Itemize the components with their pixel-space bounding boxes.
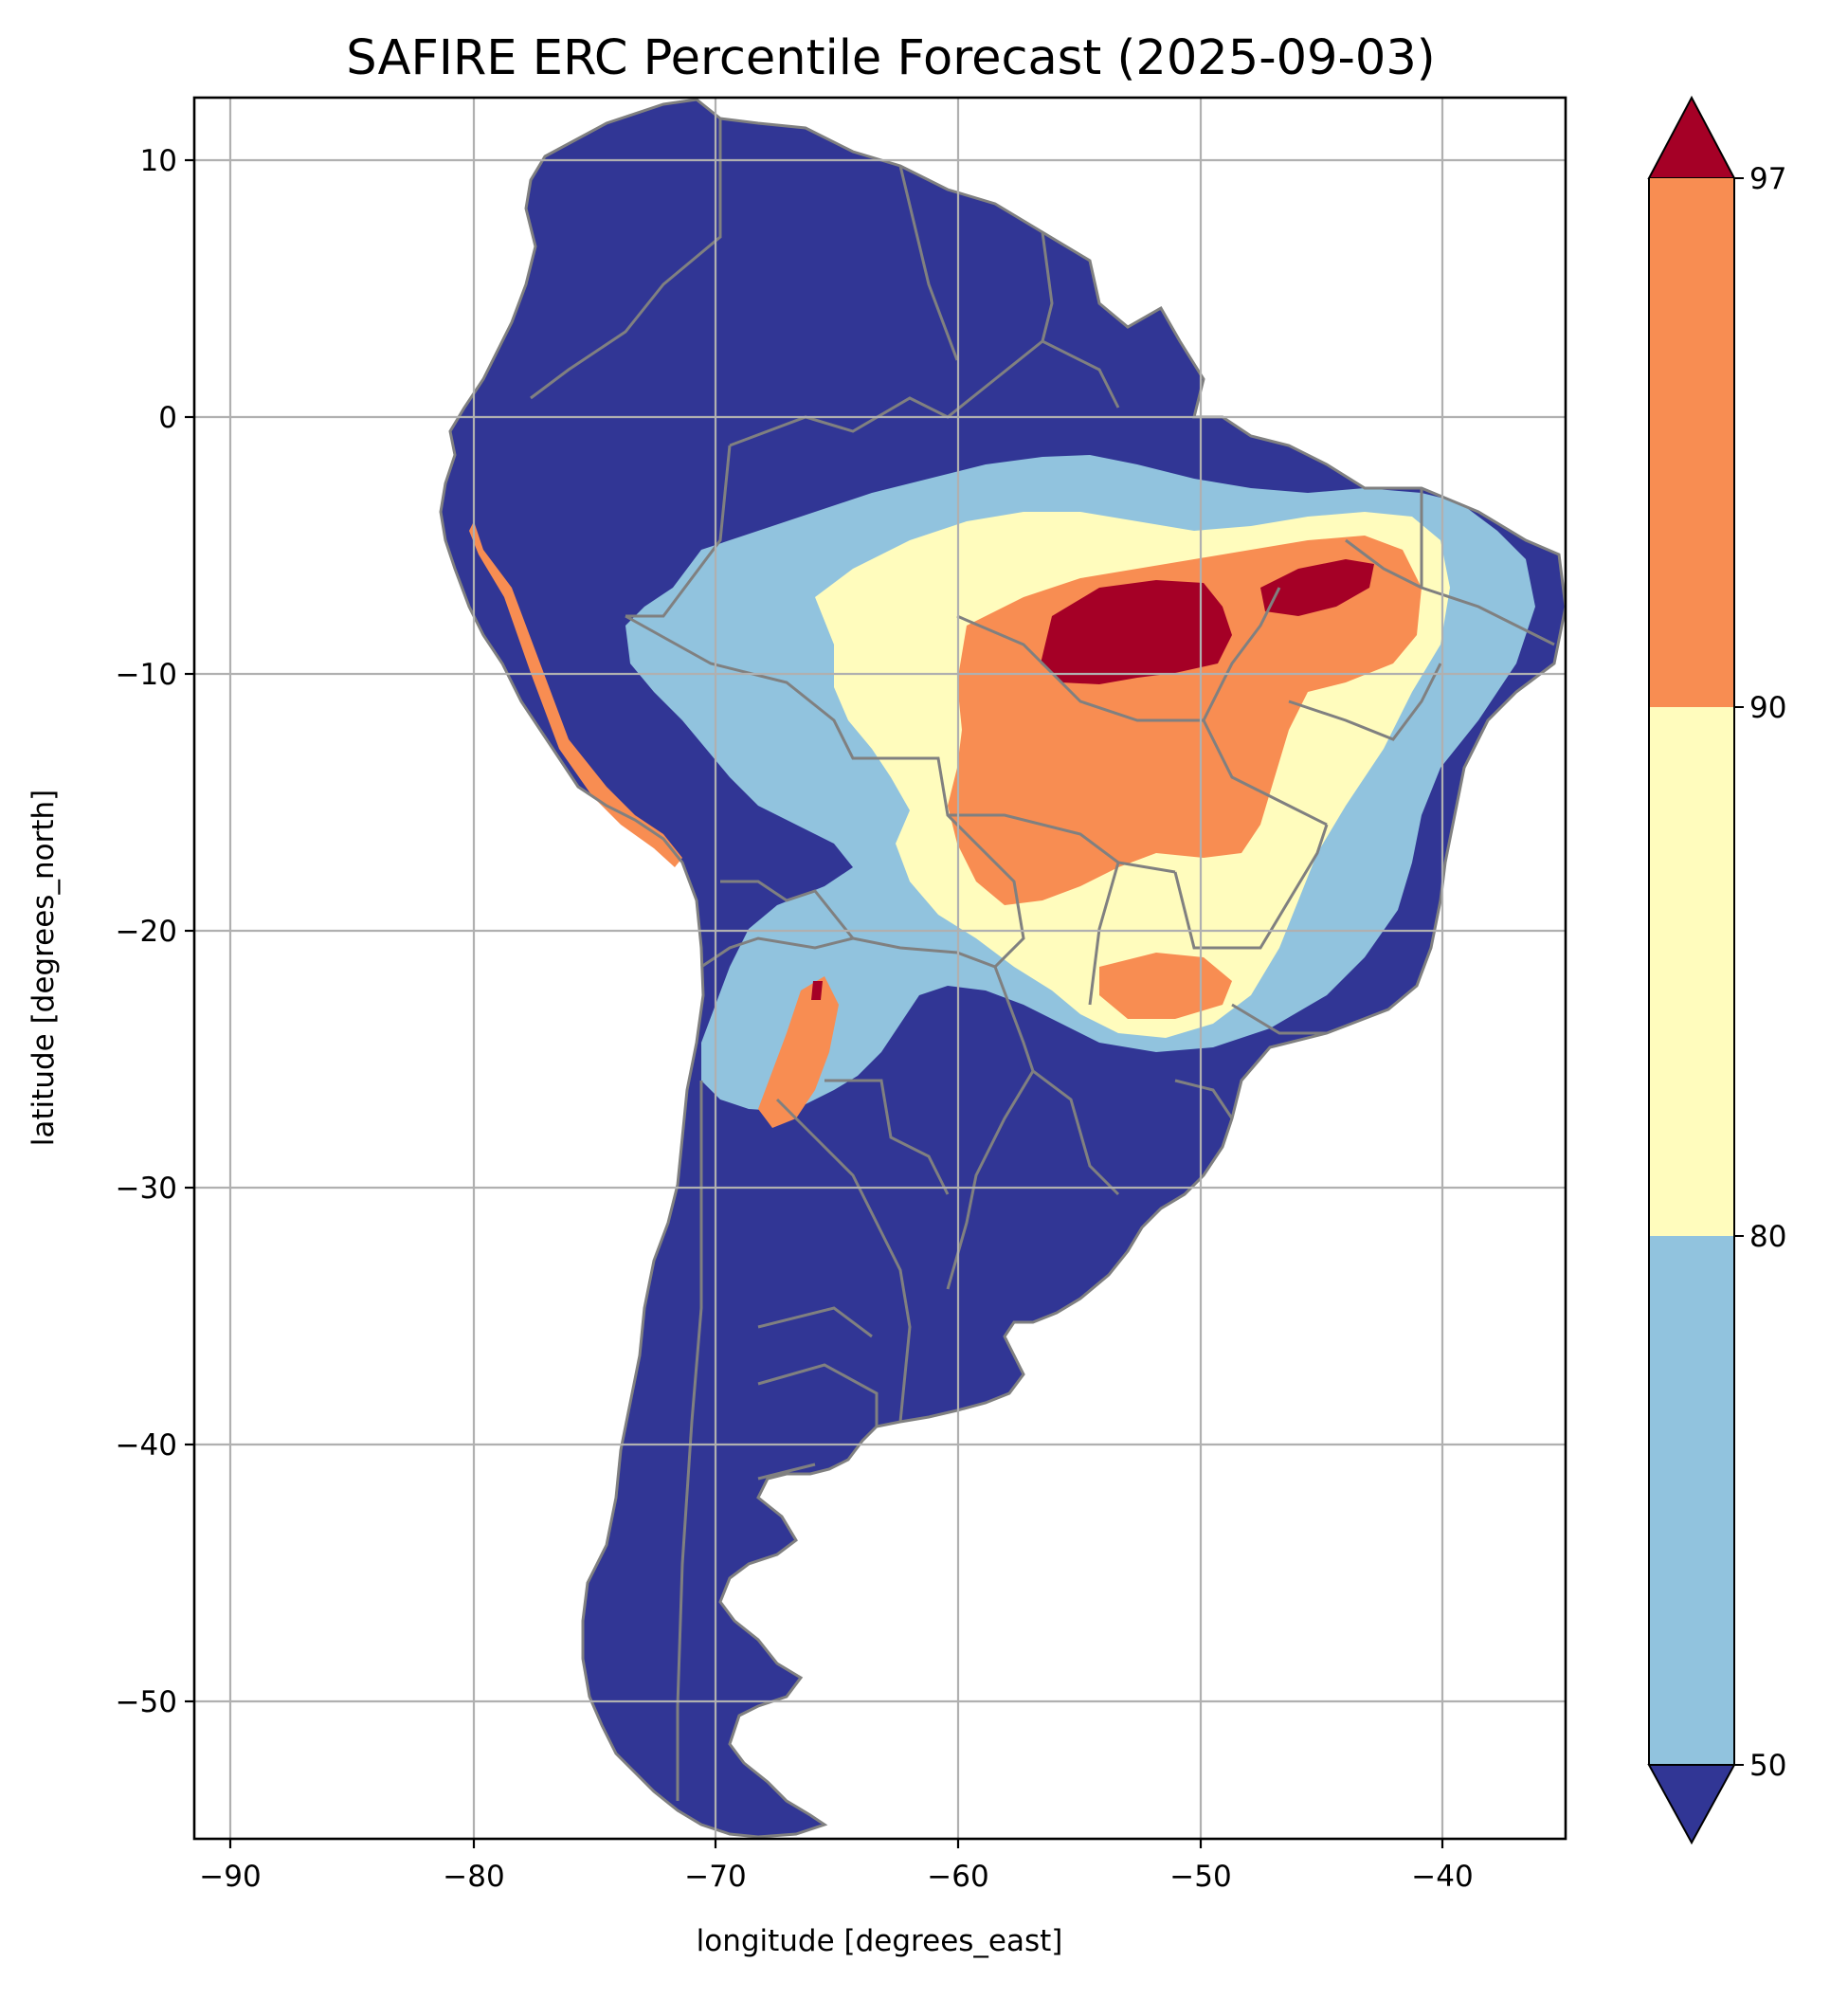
map-title: SAFIRE ERC Percentile Forecast (2025-09-… [346,30,1435,86]
region-90-97-coast [469,521,682,867]
x-tick-label: −40 [1411,1860,1473,1894]
y-tick-label: −10 [116,658,177,692]
x-axis [228,1839,1444,1848]
region-90-97-south [1099,953,1232,1019]
y-tick-label: −20 [116,915,177,949]
y-axis-label: latitude [degrees_north] [27,790,61,1146]
x-tick-label: −70 [684,1860,746,1894]
y-axis [185,158,194,1703]
colorbar-band-50-80 [1649,1236,1734,1765]
colorbar-extend-max [1647,95,1736,179]
colorbar-band-80-90 [1649,707,1734,1236]
region-above-97-andes [811,981,823,1000]
map-frame [192,96,1567,1841]
y-tick-label: 10 [140,144,177,178]
map-area [439,98,1566,1839]
region-above-97-east [1260,559,1374,616]
region-90-97-andes [758,976,839,1128]
region-above-97 [1041,580,1232,684]
x-tick-label: −90 [199,1860,261,1894]
colorbar-extend-min [1647,1764,1736,1845]
y-tick-label: −40 [116,1428,177,1463]
y-tick-label: −30 [116,1172,177,1206]
x-tick-label: −50 [1169,1860,1231,1894]
x-axis-label: longitude [degrees_east] [697,1924,1063,1958]
colorbar-band-90-97 [1649,178,1734,707]
colorbar [1647,95,1744,1845]
x-tick-label: −60 [927,1860,988,1894]
x-tick-label: −80 [443,1860,504,1894]
y-tick-label: 0 [158,401,177,435]
colorbar-tick-label: 50 [1749,1749,1786,1783]
colorbar-tick-label: 90 [1749,691,1786,725]
colorbar-tick-label: 80 [1749,1220,1786,1254]
gridlines [194,98,1566,1839]
colorbar-tick-label: 97 [1749,162,1786,196]
y-tick-label: −50 [116,1685,177,1719]
country-borders [439,98,1566,1839]
